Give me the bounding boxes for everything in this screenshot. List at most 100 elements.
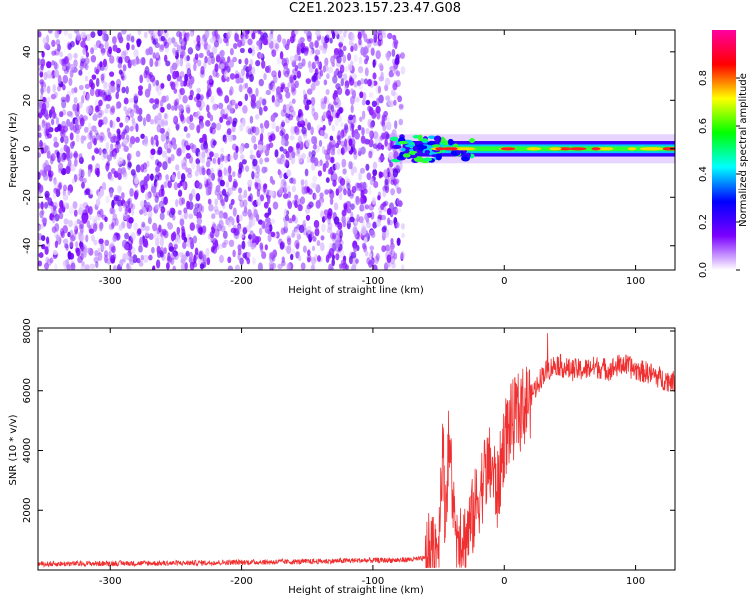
heatmap-cell <box>165 135 170 144</box>
heatmap-cell <box>139 74 144 84</box>
heatmap-cell <box>163 112 169 121</box>
heatmap-cell <box>194 203 200 209</box>
heatmap-cell <box>38 124 42 132</box>
heatmap-cell <box>324 189 329 195</box>
heatmap-cell <box>59 51 63 58</box>
heatmap-cell <box>68 219 73 228</box>
heatmap-cell <box>62 184 68 192</box>
heatmap-cell <box>229 100 233 109</box>
heatmap-cell <box>280 227 286 235</box>
heatmap-cell <box>309 49 314 56</box>
heatmap-cell <box>218 219 224 229</box>
heatmap-cell <box>109 243 115 252</box>
heatmap-cell <box>345 264 349 270</box>
heatmap-cell <box>357 66 364 74</box>
heatmap-cell <box>382 185 388 192</box>
heatmap-cell <box>299 196 306 205</box>
heatmap-cell <box>62 84 66 91</box>
heatmap-cell <box>126 264 132 270</box>
heatmap-cell <box>310 126 314 136</box>
heatmap-cell <box>194 180 200 189</box>
heatmap-cell <box>239 199 245 208</box>
heatmap-cell <box>222 230 228 239</box>
heatmap-cell <box>365 221 372 229</box>
heatmap-cell <box>94 105 100 113</box>
heatmap-cell <box>122 203 128 209</box>
heatmap-cell <box>100 73 105 81</box>
heatmap-cell <box>284 220 288 229</box>
heatmap-cell <box>341 215 346 224</box>
heatmap-cell <box>152 39 157 46</box>
heatmap-cell <box>375 218 382 227</box>
heatmap-cell <box>336 109 341 117</box>
heatmap-cell <box>295 250 300 257</box>
heatmap-cell <box>325 152 331 161</box>
heatmap-cell <box>335 96 340 103</box>
heatmap-cell <box>268 142 274 148</box>
heatmap-cell <box>291 98 296 104</box>
heatmap-cell <box>339 229 343 239</box>
heatmap-cell <box>311 135 316 145</box>
heatmap-cell <box>156 227 161 235</box>
heatmap-cell <box>41 86 47 93</box>
heatmap-cell <box>348 77 355 86</box>
heatmap-cell <box>233 151 238 161</box>
heatmap-cell <box>332 173 338 182</box>
heatmap-cell <box>356 214 360 223</box>
heatmap-cell <box>388 248 393 256</box>
heatmap-cell <box>343 188 347 196</box>
heatmap-cell <box>363 33 368 43</box>
heatmap-cell <box>46 258 52 266</box>
heatmap-cell <box>271 95 275 103</box>
heatmap-cell <box>389 65 395 72</box>
heatmap-cell <box>150 148 156 156</box>
heatmap-cell <box>391 48 396 57</box>
heatmap-cell <box>347 63 351 71</box>
heatmap-cell <box>292 178 297 185</box>
heatmap-cell <box>63 135 69 145</box>
heatmap-cell <box>317 170 323 177</box>
heatmap-cell <box>181 254 187 262</box>
heatmap-cell <box>230 198 235 205</box>
heatmap-cell <box>209 172 215 182</box>
heatmap-cell <box>153 134 159 141</box>
heatmap-cell <box>84 264 90 270</box>
heatmap-cell <box>284 86 290 93</box>
heatmap-cell <box>110 80 115 87</box>
heatmap-cell <box>294 228 300 236</box>
heatmap-cell <box>62 194 69 201</box>
heatmap-cell <box>363 188 368 194</box>
heatmap-cell <box>140 57 146 66</box>
heatmap-cell <box>53 69 60 78</box>
heatmap-cell <box>285 214 290 222</box>
heatmap-cell <box>310 96 316 106</box>
heatmap-cell <box>60 231 65 239</box>
heatmap-cell <box>377 85 382 94</box>
heatmap-cell <box>371 197 377 205</box>
heatmap-cell <box>379 155 385 161</box>
heatmap-cell <box>203 40 209 50</box>
heatmap-cell <box>338 192 343 201</box>
heatmap-cell <box>68 77 73 86</box>
heatmap-cell <box>382 32 387 39</box>
heatmap-cell <box>118 185 123 192</box>
heatmap-cell <box>289 55 296 63</box>
heatmap-cell <box>185 144 191 151</box>
spectrogram-x-tick-label: 100 <box>626 276 645 287</box>
heatmap-cell <box>265 217 271 223</box>
heatmap-noise-cells <box>38 30 406 270</box>
heatmap-cell <box>327 66 333 74</box>
spectrogram-y-tick-label: -20 <box>22 189 33 205</box>
heatmap-cell <box>177 190 183 198</box>
heatmap-cell <box>71 140 76 147</box>
heatmap-cell <box>78 84 84 91</box>
heatmap-cell <box>128 97 135 104</box>
heatmap-cell <box>42 37 48 44</box>
heatmap-cell <box>281 83 285 90</box>
heatmap-cell <box>326 227 333 234</box>
heatmap-cell <box>360 195 365 205</box>
heatmap-cell <box>163 30 168 34</box>
heatmap-cell <box>166 262 170 270</box>
heatmap-cell <box>388 71 395 78</box>
